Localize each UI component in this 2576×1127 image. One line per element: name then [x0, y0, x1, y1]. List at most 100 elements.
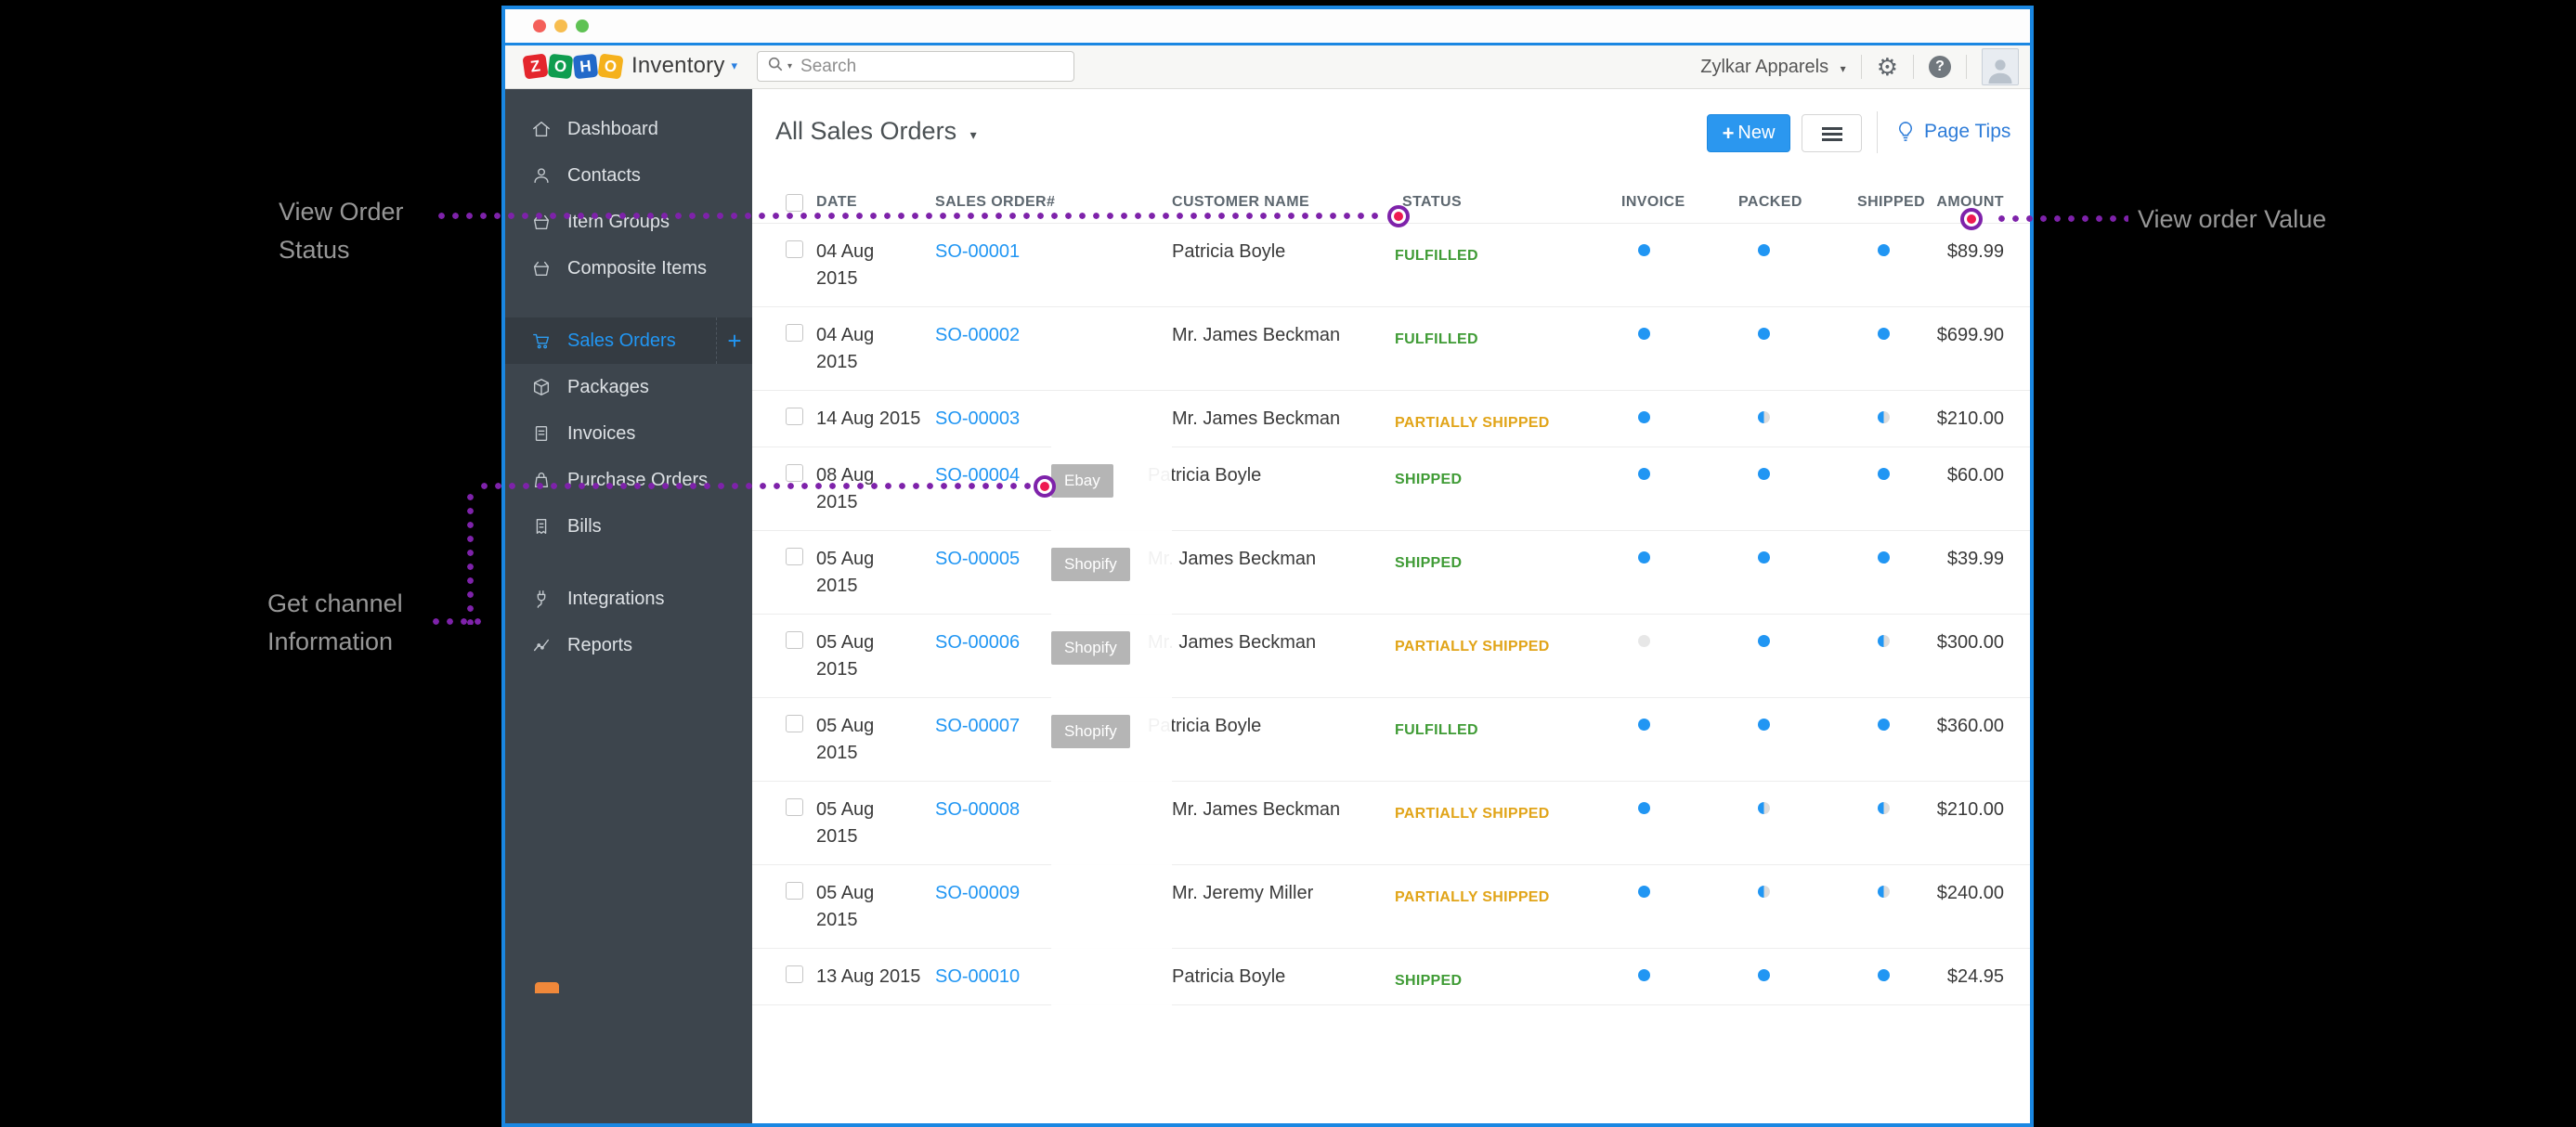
table-row-SO-00003[interactable]: 14 Aug 2015SO-00003Mr. James BeckmanPART… — [752, 391, 2030, 447]
packed-status-dot — [1758, 244, 1770, 256]
page-title[interactable]: All Sales Orders ▾ — [775, 117, 977, 146]
page-title-text: All Sales Orders — [775, 117, 956, 145]
zoom-window-icon[interactable] — [576, 19, 589, 32]
table-row-SO-00008[interactable]: 05 Aug2015SO-00008Mr. James BeckmanPARTI… — [752, 782, 2030, 865]
order-date: 05 Aug2015 — [816, 629, 928, 683]
order-amount: $24.95 — [1848, 964, 2004, 991]
sidebar-item-sales-orders[interactable]: Sales Orders + — [505, 317, 752, 364]
order-date: 04 Aug2015 — [816, 239, 928, 292]
table-row-SO-00004[interactable]: 08 Aug2015SO-00004EbayPatricia BoyleSHIP… — [752, 447, 2030, 531]
customer-name: Mr. James Beckman — [1172, 406, 1413, 433]
sales-order-link[interactable]: SO-00010 — [935, 964, 1020, 991]
order-amount: $89.99 — [1848, 239, 2004, 266]
row-checkbox[interactable] — [786, 408, 803, 425]
sales-order-link[interactable]: SO-00009 — [935, 880, 1020, 907]
order-status: FULFILLED — [1395, 242, 1478, 269]
order-status: PARTIALLY SHIPPED — [1395, 633, 1550, 660]
main-content: All Sales Orders ▾ + New — [752, 89, 2030, 1123]
sales-order-link[interactable]: SO-00001 — [935, 239, 1020, 266]
row-checkbox[interactable] — [786, 965, 803, 983]
row-checkbox[interactable] — [786, 798, 803, 816]
sidebar-item-contacts[interactable]: Contacts — [505, 152, 752, 199]
table-row-SO-00009[interactable]: 05 Aug2015SO-00009Mr. Jeremy MillerPARTI… — [752, 865, 2030, 949]
sales-order-link[interactable]: SO-00006 — [935, 629, 1020, 656]
help-icon[interactable]: ? — [1929, 56, 1951, 78]
sidebar-item-item-groups[interactable]: Item Groups — [505, 199, 752, 245]
sidebar-item-label: Integrations — [567, 589, 665, 610]
table-row-SO-00010[interactable]: 13 Aug 2015SO-00010Patricia BoyleSHIPPED… — [752, 949, 2030, 1005]
table-row-SO-00007[interactable]: 05 Aug2015SO-00007ShopifyPatricia BoyleF… — [752, 698, 2030, 782]
column-header-cust[interactable]: CUSTOMER NAME — [1172, 194, 1309, 211]
sales-order-link[interactable]: SO-00005 — [935, 546, 1020, 573]
top-toolbar: ZOHO Inventory ▾ ▾ Search Zylkar Apparel… — [505, 45, 2030, 89]
screenshot-stage: ZOHO Inventory ▾ ▾ Search Zylkar Apparel… — [0, 0, 2576, 991]
row-checkbox[interactable] — [786, 324, 803, 342]
chevron-down-icon[interactable]: ▾ — [732, 58, 738, 73]
row-checkbox[interactable] — [786, 464, 803, 482]
minimize-window-icon[interactable] — [554, 19, 567, 32]
app-window: ZOHO Inventory ▾ ▾ Search Zylkar Apparel… — [501, 6, 2034, 1127]
list-view-button[interactable] — [1802, 114, 1862, 152]
sidebar-item-label: Bills — [567, 516, 602, 538]
packed-status-dot — [1758, 635, 1770, 647]
sidebar-item-label: Composite Items — [567, 258, 707, 279]
column-header-status[interactable]: STATUS — [1402, 194, 1462, 211]
sidebar-item-dashboard[interactable]: Dashboard — [505, 106, 752, 152]
order-date: 13 Aug 2015 — [816, 964, 928, 991]
brand-product-name: Inventory — [631, 53, 725, 79]
column-header-ship[interactable]: SHIPPED — [1857, 194, 1925, 211]
sidebar-item-packages[interactable]: Packages — [505, 364, 752, 410]
order-date: 08 Aug2015 — [816, 462, 928, 516]
row-checkbox[interactable] — [786, 548, 803, 565]
sales-order-link[interactable]: SO-00002 — [935, 322, 1020, 349]
new-sales-order-button[interactable]: + New — [1707, 114, 1790, 152]
order-date: 05 Aug2015 — [816, 880, 928, 934]
column-header-date[interactable]: DATE — [816, 194, 857, 211]
sidebar-item-bills[interactable]: Bills — [505, 503, 752, 550]
avatar[interactable] — [1982, 48, 2019, 85]
sales-order-link[interactable]: SO-00003 — [935, 406, 1020, 433]
gear-icon[interactable]: ⚙ — [1877, 55, 1898, 79]
divider — [1861, 55, 1862, 79]
sidebar-item-composite-items[interactable]: Composite Items — [505, 245, 752, 291]
table-row-SO-00002[interactable]: 04 Aug2015SO-00002Mr. James BeckmanFULFI… — [752, 307, 2030, 391]
zoho-inventory-logo[interactable]: ZOHO Inventory ▾ — [524, 53, 737, 79]
select-all-checkbox[interactable] — [786, 194, 803, 212]
column-header-pack[interactable]: PACKED — [1738, 194, 1802, 211]
sidebar-item-invoices[interactable]: Invoices — [505, 410, 752, 457]
row-checkbox[interactable] — [786, 715, 803, 732]
chevron-down-icon: ▾ — [1841, 62, 1846, 75]
row-checkbox[interactable] — [786, 240, 803, 258]
column-header-inv[interactable]: INVOICE — [1621, 194, 1685, 211]
close-window-icon[interactable] — [533, 19, 546, 32]
invoice-status-dot — [1638, 719, 1650, 731]
sidebar-item-label: Sales Orders — [567, 330, 676, 352]
invoice-status-dot — [1638, 802, 1650, 814]
page-tips-button[interactable]: Page Tips — [1895, 120, 2010, 144]
sales-order-link[interactable]: SO-00008 — [935, 797, 1020, 823]
chart-icon — [531, 635, 552, 655]
table-row-SO-00001[interactable]: 04 Aug2015SO-00001Patricia BoyleFULFILLE… — [752, 224, 2030, 307]
sidebar-item-purchase-orders[interactable]: Purchase Orders — [505, 457, 752, 503]
search-input[interactable]: ▾ Search — [757, 51, 1074, 82]
search-scope-caret-icon[interactable]: ▾ — [787, 61, 792, 71]
order-status: SHIPPED — [1395, 967, 1462, 994]
org-switcher[interactable]: Zylkar Apparels ▾ — [1700, 57, 1845, 78]
packed-status-dot — [1758, 969, 1770, 981]
invoice-status-dot — [1638, 411, 1650, 423]
topbar-right-cluster: Zylkar Apparels ▾ ⚙ ? — [1700, 45, 2019, 88]
add-sales-order-button[interactable]: + — [716, 317, 752, 364]
zoho-letter-tile: H — [573, 53, 598, 78]
channel-tag-shopify: Shopify — [1051, 715, 1130, 748]
sidebar-item-reports[interactable]: Reports — [505, 622, 752, 668]
table-row-SO-00006[interactable]: 05 Aug2015SO-00006ShopifyMr. James Beckm… — [752, 615, 2030, 698]
annotation-view-order-status: View Order Status — [279, 193, 455, 269]
customer-name: Mr. James Beckman — [1172, 797, 1413, 823]
sales-order-link[interactable]: SO-00007 — [935, 713, 1020, 740]
table-row-SO-00005[interactable]: 05 Aug2015SO-00005ShopifyMr. James Beckm… — [752, 531, 2030, 615]
order-date: 04 Aug2015 — [816, 322, 928, 376]
column-header-order[interactable]: SALES ORDER# — [935, 194, 1055, 211]
sidebar-item-integrations[interactable]: Integrations — [505, 576, 752, 622]
row-checkbox[interactable] — [786, 882, 803, 900]
row-checkbox[interactable] — [786, 631, 803, 649]
